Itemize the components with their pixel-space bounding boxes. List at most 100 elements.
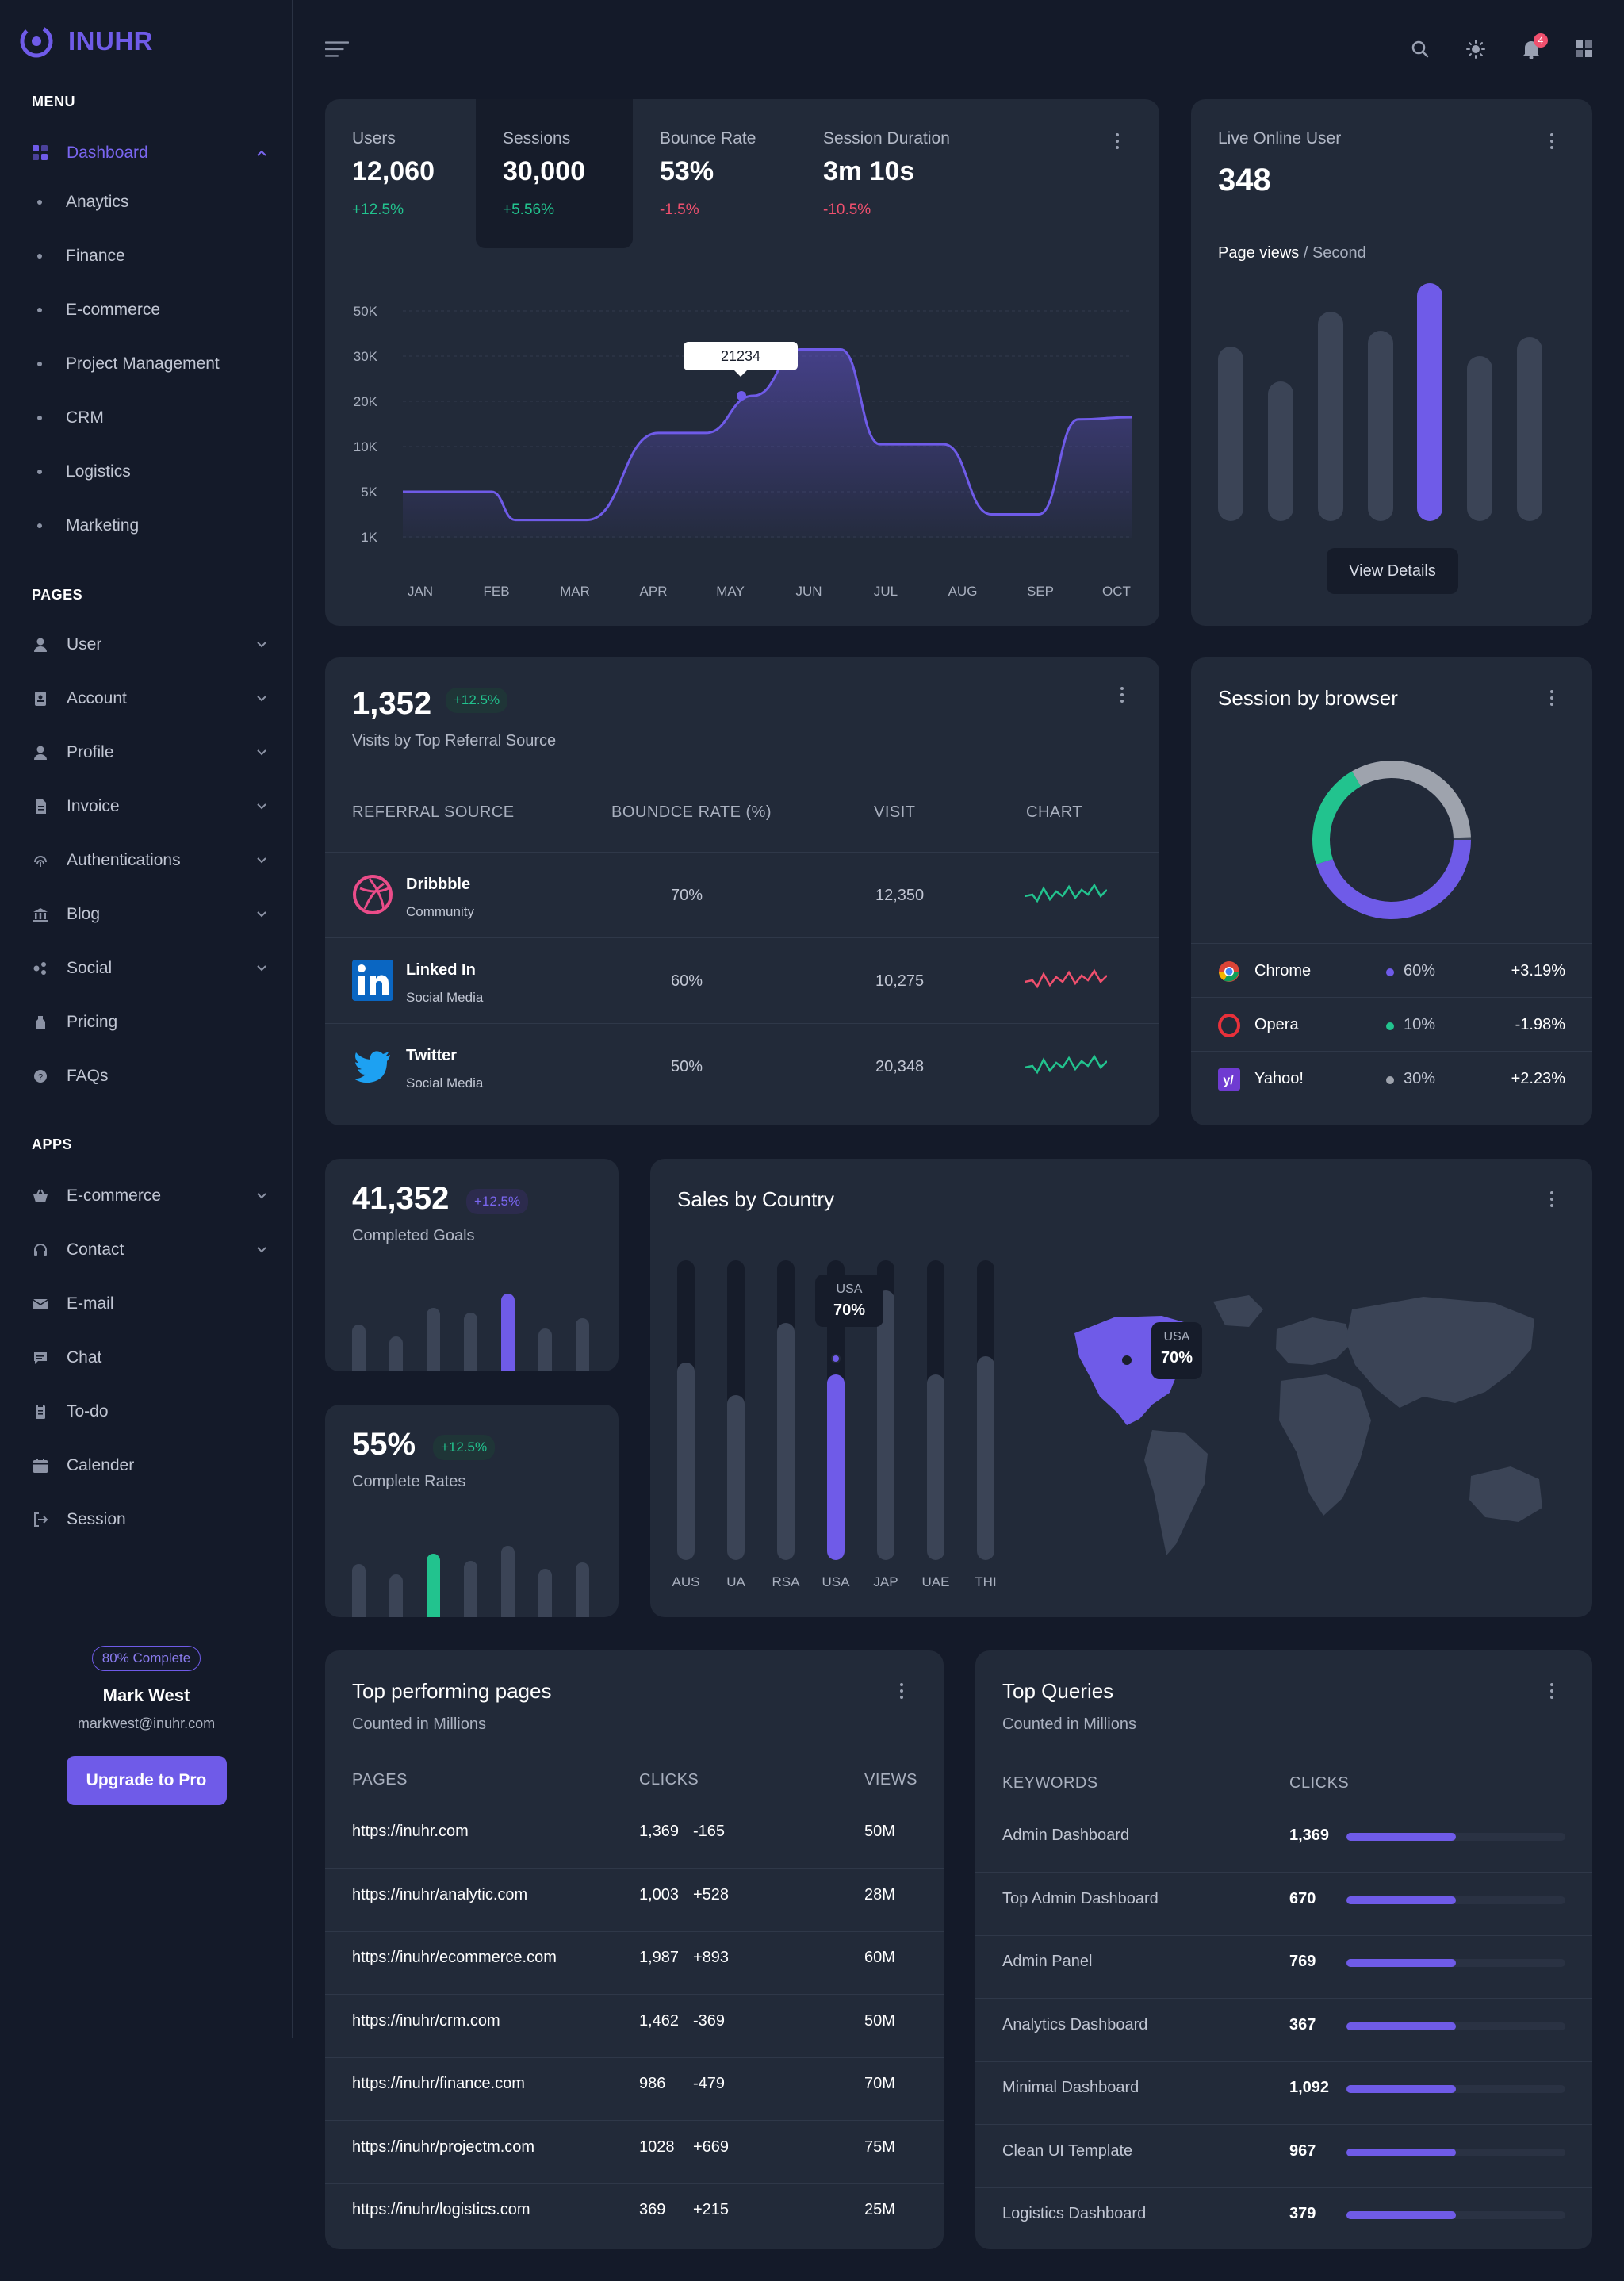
referral-row[interactable]: Dribbble Community 70% 12,350	[325, 852, 1159, 937]
sidebar-subitem[interactable]: CRM	[32, 402, 104, 434]
referral-subtitle: Visits by Top Referral Source	[352, 732, 557, 749]
sidebar-item-authentications[interactable]: Authentications	[32, 845, 270, 876]
country-bar[interactable]	[677, 1363, 695, 1560]
row-divider	[325, 1930, 944, 1932]
sidebar-app-session[interactable]: Session	[32, 1504, 270, 1535]
country-bar[interactable]	[977, 1356, 994, 1560]
sidebar-item-account[interactable]: Account	[32, 683, 270, 715]
sidebar-item-pricing[interactable]: Pricing	[32, 1006, 270, 1038]
sidebar-subitem[interactable]: E-commerce	[32, 294, 160, 326]
invoice-icon	[32, 798, 49, 815]
page-row[interactable]: https://inuhr/crm.com 1,462 -369 50M	[325, 1995, 944, 2058]
country-label: JAP	[873, 1574, 898, 1589]
country-label: AUS	[672, 1574, 700, 1589]
browser-row[interactable]: y/Yahoo! 30% +2.23%	[1191, 1060, 1592, 1098]
query-clicks: 367	[1289, 2015, 1316, 2034]
sidebar-app-e-commerce[interactable]: E-commerce	[32, 1180, 270, 1212]
notification-count-badge: 4	[1534, 33, 1548, 48]
theme-toggle-icon[interactable]	[1464, 37, 1488, 61]
sidebar-item-faqs[interactable]: ? FAQs	[32, 1060, 270, 1092]
bullet-dot	[37, 308, 42, 312]
map-region-south-america	[1144, 1430, 1208, 1555]
pageview-bar	[1267, 381, 1293, 521]
map-tooltip-value: 70%	[1160, 1349, 1193, 1367]
sidebar-subitem[interactable]: Project Management	[32, 348, 220, 380]
stat-session-duration[interactable]: Session Duration 3m 10s -10.5%	[823, 129, 950, 219]
query-progress-track	[1346, 1959, 1565, 1967]
view-details-button[interactable]: View Details	[1327, 548, 1458, 594]
apps-section-title: APPS	[32, 1137, 73, 1152]
page-row[interactable]: https://inuhr/projectm.com 1028 +669 75M	[325, 2121, 944, 2184]
todo-icon	[32, 1403, 49, 1420]
browser-row[interactable]: Opera 10% -1.98%	[1191, 1006, 1592, 1045]
page-url: https://inuhr/analytic.com	[352, 1885, 528, 1903]
referral-more-icon[interactable]	[1114, 683, 1130, 707]
page-row[interactable]: https://inuhr/ecommerce.com 1,987 +893 60M	[325, 1931, 944, 1995]
top-queries-more-icon[interactable]	[1544, 1679, 1560, 1703]
sidebar-subitem[interactable]: Finance	[32, 240, 125, 272]
svg-text:?: ?	[38, 1073, 43, 1083]
query-row[interactable]: Admin Dashboard 1,369	[975, 1809, 1592, 1873]
sidebar-subitem[interactable]: Logistics	[32, 456, 131, 488]
query-row[interactable]: Analytics Dashboard 367	[975, 1999, 1592, 2062]
sidebar-item-user[interactable]: User	[32, 629, 270, 661]
sidebar-app-e-mail[interactable]: E-mail	[32, 1288, 270, 1320]
country-bar[interactable]	[727, 1395, 745, 1560]
sidebar-item-profile[interactable]: Profile	[32, 737, 270, 769]
stat-sessions[interactable]: Sessions 30,000 +5.56%	[503, 129, 585, 219]
page-row[interactable]: https://inuhr/logistics.com 369 +215 25M	[325, 2183, 944, 2246]
sidebar-app-contact[interactable]: Contact	[32, 1234, 270, 1266]
country-more-icon[interactable]	[1544, 1187, 1560, 1211]
sidebar-app-calender[interactable]: Calender	[32, 1450, 270, 1482]
sidebar-item-invoice[interactable]: Invoice	[32, 791, 270, 822]
country-bar[interactable]	[777, 1323, 795, 1560]
top-pages-more-icon[interactable]	[894, 1679, 910, 1703]
query-row[interactable]: Admin Panel 769	[975, 1935, 1592, 1999]
sidebar-item-dashboard[interactable]: Dashboard	[32, 137, 270, 169]
pageviews-unit: / Second	[1303, 244, 1366, 262]
overview-more-icon[interactable]	[1109, 129, 1125, 153]
browser-donut-chart	[1312, 761, 1471, 919]
sidebar-app-to-do[interactable]: To-do	[32, 1396, 270, 1428]
page-row[interactable]: https://inuhr.com 1,369 -165 50M	[325, 1805, 944, 1869]
upgrade-button[interactable]: Upgrade to Pro	[66, 1756, 227, 1805]
stat-value: 3m 10s	[823, 156, 915, 186]
browser-row[interactable]: Chrome 60% +3.19%	[1191, 953, 1592, 991]
query-row[interactable]: Logistics Dashboard 379	[975, 2187, 1592, 2250]
notification-bell-icon[interactable]: 4	[1519, 33, 1548, 61]
stat-label: Users	[352, 129, 396, 148]
query-row[interactable]: Minimal Dashboard 1,092	[975, 2061, 1592, 2125]
sidebar-subitem[interactable]: Anaytics	[32, 186, 128, 218]
sidebar-item-blog[interactable]: Blog	[32, 899, 270, 930]
chevron-up-icon	[254, 145, 270, 161]
query-row[interactable]: Top Admin Dashboard 670	[975, 1873, 1592, 1936]
page-views: 50M	[864, 1823, 895, 1840]
country-bar[interactable]	[927, 1374, 944, 1560]
page-row[interactable]: https://inuhr/finance.com 986 -479 70M	[325, 2057, 944, 2121]
pricing-icon	[32, 1014, 49, 1031]
stat-bounce-rate[interactable]: Bounce Rate 53% -1.5%	[660, 129, 756, 219]
sidebar-item-social[interactable]: Social	[32, 953, 270, 984]
bullet-dot	[37, 416, 42, 420]
menu-toggle-icon[interactable]	[325, 37, 349, 61]
browser-legend-dot	[1386, 1076, 1394, 1084]
country-bar[interactable]	[827, 1374, 845, 1560]
search-icon[interactable]	[1408, 37, 1432, 61]
apps-grid-icon[interactable]	[1572, 37, 1596, 61]
query-row[interactable]: Clean UI Template 967	[975, 2125, 1592, 2188]
sidebar-app-chat[interactable]: Chat	[32, 1342, 270, 1374]
browser-more-icon[interactable]	[1544, 686, 1560, 710]
sidebar-subitem[interactable]: Marketing	[32, 510, 139, 542]
stat-users[interactable]: Users 12,060 +12.5%	[352, 129, 435, 219]
page-row[interactable]: https://inuhr/analytic.com 1,003 +528 28M	[325, 1869, 944, 1932]
query-keyword: Clean UI Template	[1002, 2141, 1133, 2160]
referral-row[interactable]: Linked In Social Media 60% 10,275	[325, 937, 1159, 1023]
world-map	[1074, 1295, 1542, 1555]
referral-row[interactable]: Twitter Social Media 50% 20,348	[325, 1023, 1159, 1109]
live-more-icon[interactable]	[1544, 129, 1560, 153]
goals-label: Completed Goals	[352, 1227, 475, 1244]
page-url: https://inuhr/finance.com	[352, 2075, 525, 2092]
country-bar[interactable]	[877, 1290, 894, 1560]
brand-logo[interactable]: INUHR	[17, 22, 153, 60]
mini-bar	[538, 1328, 552, 1371]
